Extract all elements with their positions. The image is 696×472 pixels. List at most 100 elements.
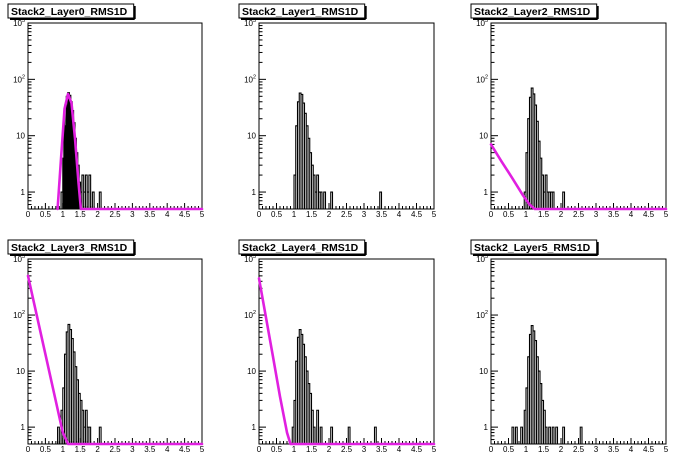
plot-frame [490, 258, 667, 445]
x-tick-label: 1.5 [306, 445, 318, 454]
x-tick-label: 5 [432, 210, 437, 219]
plot-frame [27, 258, 203, 445]
y-tick-label: 10 [13, 255, 22, 264]
panel-title: Stack2_Layer0_RMS1D [11, 6, 128, 18]
x-tick-label: 1 [61, 445, 66, 454]
x-tick-label: 0.5 [503, 445, 515, 454]
x-tick-label: 1.5 [75, 445, 87, 454]
y-tick-label: 10 [247, 367, 256, 376]
panel-title-box: Stack2_Layer2_RMS1D [470, 3, 599, 20]
x-tick-label: 1 [524, 210, 529, 219]
x-tick-label: 1.5 [538, 210, 550, 219]
x-tick-label: 4 [397, 210, 402, 219]
histogram-panel: Stack2_Layer5_RMS1D 0 0.5 1 1.5 2 2.5 3 3.5 4 4.5 5… [470, 239, 669, 454]
x-tick-label: 0.5 [503, 210, 515, 219]
y-tick-exponent: 3 [253, 18, 256, 24]
x-tick-label: 5 [664, 210, 669, 219]
x-tick-label: 2 [95, 445, 100, 454]
x-tick-label: 0.5 [40, 210, 52, 219]
x-tick-label: 2 [559, 445, 564, 454]
y-tick-exponent: 3 [485, 18, 488, 24]
x-tick-label: 3.5 [144, 210, 156, 219]
x-tick-label: 2.5 [573, 210, 585, 219]
x-tick-label: 5 [200, 445, 205, 454]
y-tick-label: 10 [479, 132, 488, 141]
y-tick-exponent: 2 [253, 74, 256, 80]
y-tick-exponent: 3 [485, 254, 488, 260]
x-tick-label: 2 [559, 210, 564, 219]
x-tick-label: 2.5 [109, 210, 121, 219]
plot-frame [258, 22, 435, 210]
x-tick-label: 3 [362, 210, 367, 219]
histogram-panel: Stack2_Layer3_RMS1D 0 0.5 1 1.5 2 2.5 3 3.5 4 4.5 5… [7, 239, 205, 454]
y-tick-label: 10 [13, 75, 22, 84]
y-tick-label: 10 [244, 19, 253, 28]
y-tick-label: 10 [244, 255, 253, 264]
x-tick-label: 0 [489, 210, 494, 219]
y-tick-label: 1 [484, 188, 489, 197]
x-tick-label: 2.5 [109, 445, 121, 454]
panel-title: Stack2_Layer3_RMS1D [11, 242, 128, 254]
x-tick-label: 1.5 [75, 210, 87, 219]
panel-title: Stack2_Layer5_RMS1D [474, 242, 591, 254]
histogram-series [60, 92, 102, 209]
histogram-series [523, 87, 566, 209]
x-tick-label: 1 [292, 445, 297, 454]
y-tick-exponent: 3 [22, 254, 25, 260]
plot-frame [258, 258, 435, 445]
x-tick-label: 1.5 [306, 210, 318, 219]
x-tick-label: 0 [257, 445, 262, 454]
y-tick-label: 10 [16, 367, 25, 376]
x-tick-label: 1 [61, 210, 66, 219]
y-tick-label: 10 [16, 132, 25, 141]
y-tick-label: 10 [13, 19, 22, 28]
x-tick-label: 2.5 [573, 445, 585, 454]
x-tick-label: 2 [327, 210, 332, 219]
x-tick-label: 4.5 [411, 210, 423, 219]
x-tick-label: 2.5 [341, 210, 353, 219]
x-tick-label: 3 [130, 210, 135, 219]
x-tick-label: 5 [432, 445, 437, 454]
x-tick-label: 0.5 [40, 445, 52, 454]
plot-frame [490, 22, 667, 210]
x-tick-label: 0 [489, 445, 494, 454]
x-tick-label: 3 [130, 445, 135, 454]
y-tick-exponent: 3 [22, 18, 25, 24]
y-tick-label: 10 [476, 75, 485, 84]
y-tick-exponent: 3 [253, 254, 256, 260]
y-tick-label: 10 [479, 367, 488, 376]
x-tick-label: 0 [26, 445, 31, 454]
panel-title-box: Stack2_Layer0_RMS1D [7, 3, 136, 20]
fit-curve [257, 277, 436, 446]
x-tick-label: 3.5 [608, 210, 620, 219]
y-tick-exponent: 2 [485, 74, 488, 80]
x-tick-label: 4.5 [643, 445, 655, 454]
x-tick-label: 0.5 [271, 210, 283, 219]
x-tick-label: 4.5 [411, 445, 423, 454]
x-tick-label: 0.5 [271, 445, 283, 454]
x-tick-label: 1 [524, 445, 529, 454]
x-tick-label: 4 [397, 445, 402, 454]
x-tick-label: 2 [327, 445, 332, 454]
x-tick-label: 4 [165, 445, 170, 454]
histogram-series [57, 323, 102, 444]
x-tick-label: 4 [629, 445, 634, 454]
fit-curve [489, 143, 668, 211]
y-tick-label: 1 [252, 188, 257, 197]
histogram-series [511, 324, 583, 444]
y-tick-label: 1 [21, 188, 26, 197]
panel-title-box: Stack2_Layer3_RMS1D [7, 239, 136, 256]
y-tick-label: 1 [484, 423, 489, 432]
y-tick-exponent: 2 [485, 310, 488, 316]
x-tick-label: 4.5 [179, 210, 191, 219]
histogram-panel: Stack2_Layer2_RMS1D 0 0.5 1 1.5 2 2.5 3 3.5 4 4.5 5… [470, 3, 669, 219]
x-tick-label: 0 [26, 210, 31, 219]
x-tick-label: 0 [257, 210, 262, 219]
y-tick-label: 10 [244, 75, 253, 84]
x-tick-label: 4 [165, 210, 170, 219]
y-tick-label: 10 [476, 311, 485, 320]
x-tick-label: 3 [594, 445, 599, 454]
panel-title: Stack2_Layer1_RMS1D [242, 6, 359, 18]
y-tick-exponent: 2 [253, 310, 256, 316]
